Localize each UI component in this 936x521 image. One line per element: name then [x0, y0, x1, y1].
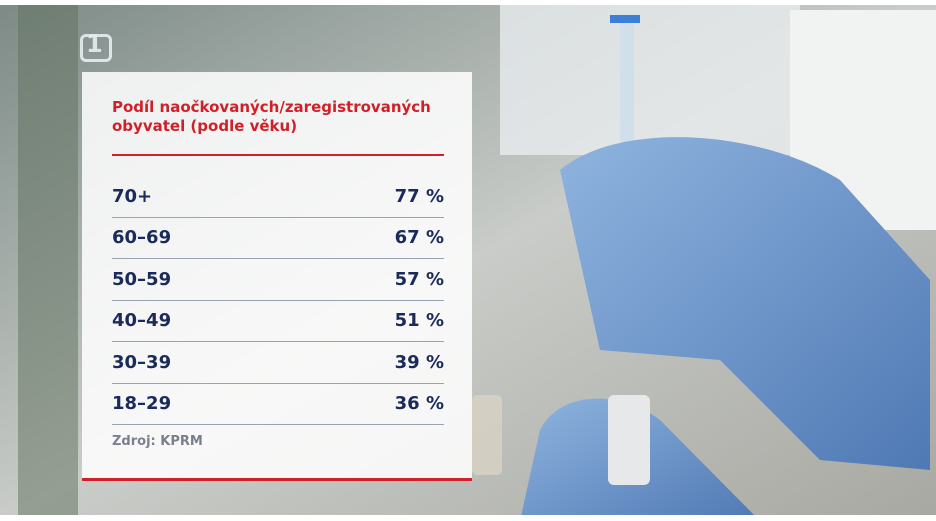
syringe-plunger [610, 15, 640, 23]
panel-title: Podíl naočkovaných/zaregistrovaných obyv… [112, 98, 452, 136]
vial [608, 395, 650, 485]
percentage: 57 % [395, 269, 444, 290]
percentage: 51 % [395, 310, 444, 331]
screenshot: 1 Podíl naočkovaných/zaregistrovaných ob… [0, 0, 936, 521]
box [500, 5, 800, 155]
age-group: 40–49 [112, 310, 171, 331]
table-row: 30–39 39 % [112, 342, 444, 384]
info-panel: Podíl naočkovaných/zaregistrovaných obyv… [82, 72, 472, 481]
age-group: 30–39 [112, 352, 171, 373]
title-rule [112, 154, 444, 156]
border [0, 515, 936, 521]
percentage: 39 % [395, 352, 444, 373]
table-row: 50–59 57 % [112, 259, 444, 301]
percentage: 67 % [395, 227, 444, 248]
table-row: 18–29 36 % [112, 384, 444, 426]
vial [472, 395, 502, 475]
percentage: 77 % [395, 186, 444, 207]
table-row: 40–49 51 % [112, 301, 444, 343]
age-group: 18–29 [112, 393, 171, 414]
age-group: 70+ [112, 186, 152, 207]
logo: 1 [86, 30, 103, 58]
age-group: 50–59 [112, 269, 171, 290]
percentage: 36 % [395, 393, 444, 414]
border [0, 0, 936, 5]
age-group: 60–69 [112, 227, 171, 248]
shelf [18, 5, 78, 515]
source: Zdroj: KPRM [112, 434, 203, 449]
table-row: 70+ 77 % [112, 176, 444, 218]
table-row: 60–69 67 % [112, 218, 444, 260]
